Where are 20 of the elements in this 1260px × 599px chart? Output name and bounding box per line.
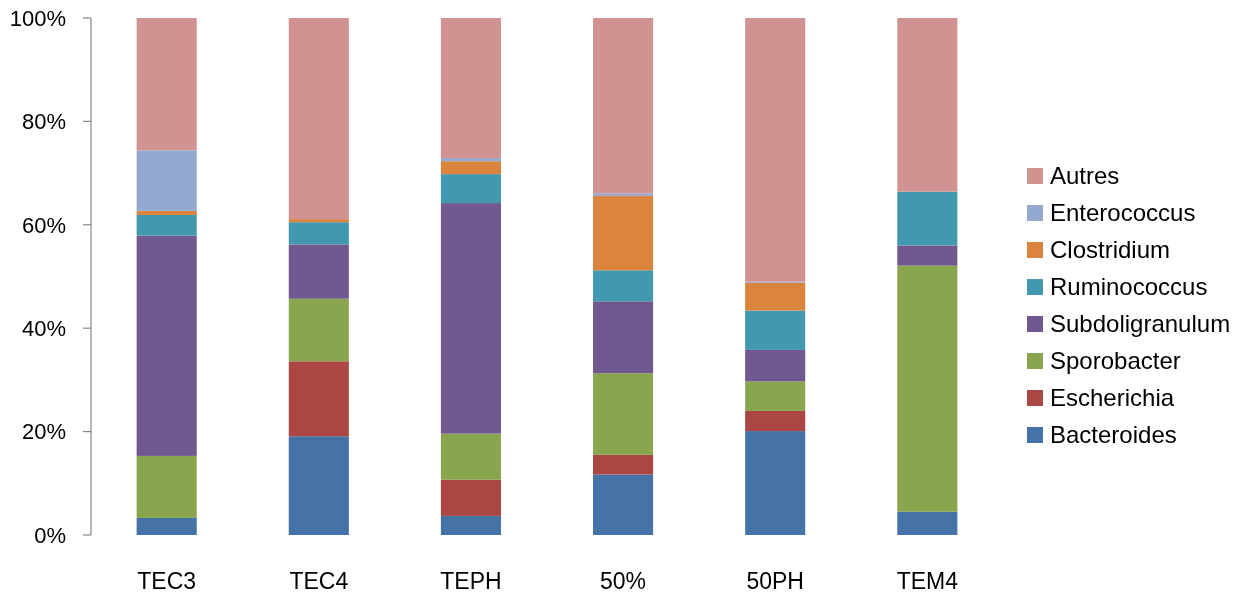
legend-label: Enterococcus [1050,199,1196,227]
legend-label: Clostridium [1050,236,1171,264]
legend-label: Sporobacter [1050,347,1181,375]
legend-label: Subdoligranulum [1050,310,1231,338]
y-tick-label: 100% [9,5,66,31]
x-tick-label: TEC3 [137,568,197,594]
y-tick-label: 0% [34,522,66,548]
y-tick-label: 20% [21,419,66,445]
x-tick-label: TEM4 [896,568,959,594]
legend-label: Ruminococcus [1050,273,1208,301]
legend-label: Bacteroides [1050,421,1177,449]
x-tick-label: 50% [600,568,647,594]
x-tick-label: TEC4 [289,568,349,594]
x-tick-label: 50PH [746,568,804,594]
x-tick-label: TEPH [440,568,502,594]
y-tick-label: 40% [21,315,66,341]
legend-label: Escherichia [1050,384,1175,412]
legend-label: Autres [1050,162,1120,190]
y-tick-label: 60% [21,212,66,238]
y-tick-label: 80% [21,109,66,135]
